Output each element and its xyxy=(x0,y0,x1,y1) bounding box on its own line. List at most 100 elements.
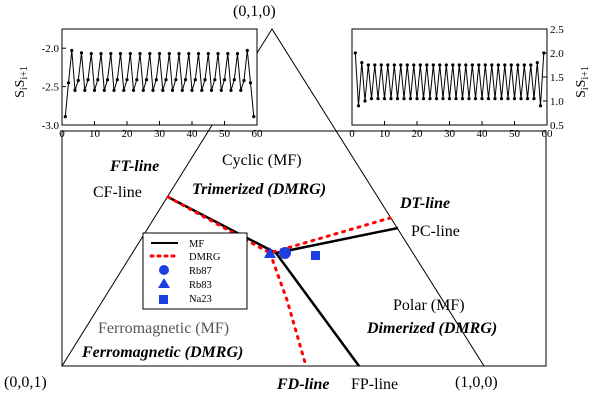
x-tick-label: 50 xyxy=(219,128,231,140)
inset-left-data-point xyxy=(219,88,223,92)
inset-right-data-point xyxy=(376,97,380,101)
inset-right-data-point xyxy=(421,97,426,101)
inset-right-data-point xyxy=(447,97,452,101)
legend-na23-label: Na23 xyxy=(189,294,212,305)
inset-left-data-point xyxy=(122,88,126,92)
rb87-point xyxy=(279,247,291,259)
y-tick-label: 1.0 xyxy=(550,96,564,108)
inset-right-data-point xyxy=(382,97,387,101)
ft-line-label: FT-line xyxy=(109,158,159,175)
x-tick-label: 20 xyxy=(122,128,134,140)
inset-left-data-point xyxy=(118,52,123,56)
ferromagnetic-dmrg-label: Ferromagnetic (DMRG) xyxy=(81,344,243,361)
x-tick-label: 10 xyxy=(379,128,391,140)
inset-left-data-point xyxy=(196,52,201,56)
inset-left-data-point xyxy=(66,81,71,85)
inset-left-data-point xyxy=(105,78,110,82)
x-tick-label: 30 xyxy=(154,128,166,140)
inset-right-data-point xyxy=(369,97,374,101)
inset-left-data-point xyxy=(115,78,119,82)
legend-rb87-swatch xyxy=(159,265,169,275)
inset-right-data-point xyxy=(519,97,523,101)
x-tick-label: 50 xyxy=(509,128,521,140)
inset-right-data-point xyxy=(444,63,448,67)
inset-left-data-point xyxy=(96,78,100,82)
dmrg-boundary-upper xyxy=(166,195,392,255)
vertex-top-label: (0,1,0) xyxy=(233,3,276,20)
inset-left-data-point xyxy=(112,88,116,92)
y-tick-label: -3.0 xyxy=(42,120,60,132)
x-tick-label: 40 xyxy=(187,128,199,140)
inset-left-data-point xyxy=(161,88,165,92)
inset-left-data-point xyxy=(157,52,162,56)
inset-right-data-point xyxy=(412,63,416,67)
inset-right-data-point xyxy=(535,61,539,65)
inset-left-data-point xyxy=(229,88,233,92)
inset-left-data-point xyxy=(70,48,74,53)
inset-right-data-point xyxy=(454,97,458,101)
inset-left-data-point xyxy=(193,78,197,82)
inset-right-data-point xyxy=(477,63,481,67)
inset-left-data-point xyxy=(76,78,80,83)
y-tick-label: 2.5 xyxy=(550,24,564,36)
inset-right-data-point xyxy=(457,63,461,67)
x-tick-label: 20 xyxy=(412,128,424,140)
inset-right-data-point xyxy=(512,97,517,101)
inset-left-data-point xyxy=(200,88,204,92)
dimerized-label: Dimerized (DMRG) xyxy=(366,320,497,337)
inset-right-data-point xyxy=(467,97,471,101)
dmrg-boundary-fd xyxy=(268,251,308,368)
inset-left-data-point xyxy=(183,78,188,82)
inset-right-data-point xyxy=(496,63,500,67)
inset-left-data-point xyxy=(131,88,136,92)
inset-left-data-point xyxy=(83,88,87,92)
inset-left-data-point xyxy=(141,88,145,92)
inset-left-data-point xyxy=(213,78,217,82)
inset-right-data-point xyxy=(451,63,455,67)
inset-left-data-point xyxy=(252,115,256,119)
inset-right-data-point xyxy=(542,51,546,55)
inset-right-markers xyxy=(353,51,546,108)
inset-left-data-point xyxy=(128,52,132,56)
inset-left-ylabel: SiSi+1 xyxy=(13,66,30,98)
inset-left-data-point xyxy=(248,81,253,85)
inset-left-data-point xyxy=(203,78,207,82)
inset-right-data-point xyxy=(373,63,377,67)
inset-right-data-point xyxy=(356,104,361,108)
inset-right-data-point xyxy=(389,97,393,101)
inset-left-data-point xyxy=(206,52,210,56)
mf-boundary-fp xyxy=(274,252,361,367)
cyclic-mf-label: Cyclic (MF) xyxy=(222,152,302,169)
legend: MF DMRG Rb87 Rb83 Na23 xyxy=(142,232,248,310)
inset-left-data-point xyxy=(222,78,227,82)
x-tick-label: 60 xyxy=(252,128,264,140)
legend-dmrg-label: DMRG xyxy=(189,252,221,263)
legend-na23-swatch xyxy=(159,295,168,304)
inset-left-data-point xyxy=(151,88,155,92)
inset-right-data-point xyxy=(509,63,513,67)
inset-left-data-point xyxy=(148,52,152,56)
inset-left-data-point xyxy=(232,78,236,82)
polar-mf-label: Polar (MF) xyxy=(393,297,465,314)
inset-right-data-point xyxy=(363,99,367,103)
inset-left-data-point xyxy=(245,48,249,53)
inset-right-data-point xyxy=(499,97,504,101)
inset-left-data-point xyxy=(138,52,142,56)
inset-left-data-point xyxy=(164,78,168,82)
cf-line-label: CF-line xyxy=(93,184,142,201)
x-tick-label: 40 xyxy=(477,128,489,140)
inset-left-data-point xyxy=(125,78,129,82)
y-tick-label: -2.0 xyxy=(42,43,60,55)
inset-right-data-point xyxy=(486,97,491,101)
x-tick-label: 30 xyxy=(444,128,456,140)
inset-right-data-point xyxy=(360,61,364,65)
inset-left-data-point xyxy=(167,52,171,56)
inset-left-axes: 0 10 20 30 40 50 60 -2.0 -2.5 -3.0 xyxy=(42,43,263,140)
vertex-bottom-left-label: (0,0,1) xyxy=(4,374,47,391)
inset-right-data-point xyxy=(418,63,422,67)
inset-right-data-point xyxy=(441,97,445,101)
legend-rb83-label: Rb83 xyxy=(189,280,212,291)
inset-right-data-point xyxy=(408,97,413,101)
ternary-diagram: MF DMRG Rb87 Rb83 Na23 (0,1,0) (0,0,1) (… xyxy=(4,3,547,393)
inset-right-data-point xyxy=(473,97,478,101)
